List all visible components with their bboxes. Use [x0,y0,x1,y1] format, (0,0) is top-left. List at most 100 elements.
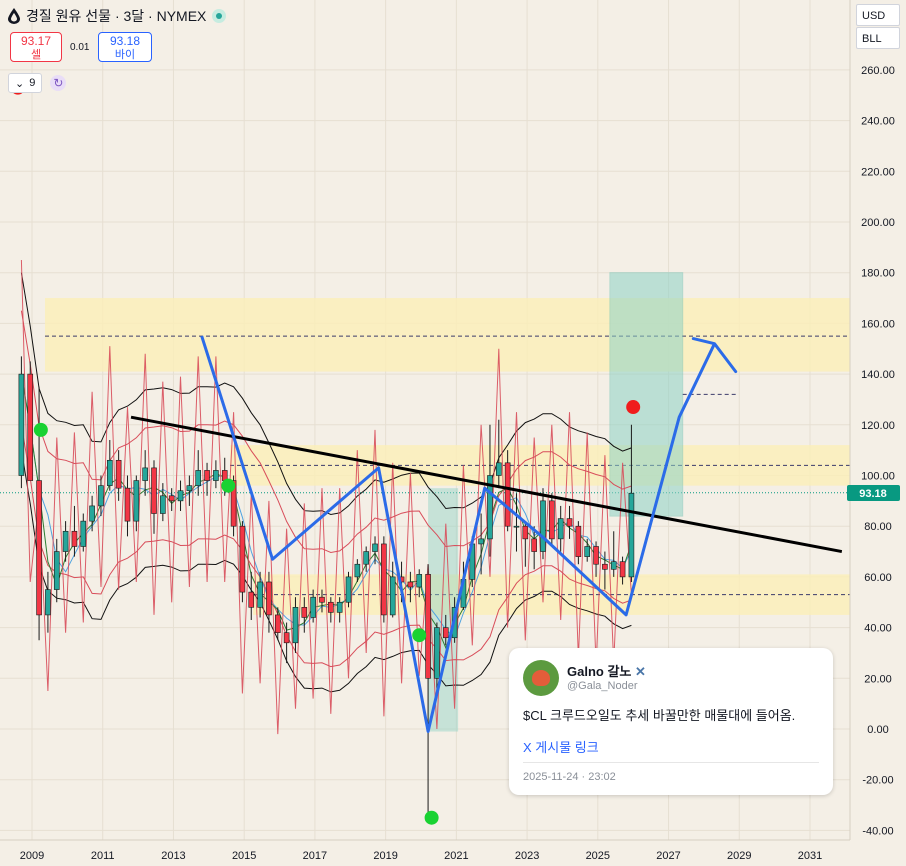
buy-signal-marker [424,810,439,825]
time-tick-label: 2021 [444,850,468,862]
candle-body [151,467,157,514]
candle-body [549,500,555,540]
tweet-card[interactable]: Galno 갈노 ✕ @Gala_Noder $CL 크루드오일도 추세 바꿀만… [509,648,833,795]
price-tick-label: 100.00 [861,471,895,483]
tweet-handle: @Gala_Noder [567,680,638,692]
tweet-text: $CL 크루드오일도 추세 바꿀만한 매물대에 들어옴. [523,708,796,723]
buy-label: 바이 [114,49,136,61]
chevron-down-icon: ⌄ [15,77,25,90]
candle-body [310,596,316,618]
candle-body [283,632,290,644]
buy-signal-marker [412,628,427,643]
chart-header: 경질 원유 선물 · 3달 · NYMEX [8,6,227,26]
candle-body [36,480,42,616]
time-tick-label: 2025 [586,850,610,862]
price-tick-label: 40.00 [864,623,892,635]
price-tick-label: 0.00 [867,724,888,736]
currency-selector[interactable]: USD [856,4,900,26]
candle-body [301,607,308,618]
candle-body [495,462,502,476]
candle-body [487,475,493,540]
candle-body [557,518,564,540]
candle-body [566,518,573,527]
market-open-icon [212,9,227,23]
candle-body [133,480,140,522]
arrow-head[interactable] [691,337,738,374]
candle-body [89,505,95,522]
pattern-path[interactable] [200,335,716,733]
candle-body [593,546,599,565]
indicator-count: 9 [29,77,36,89]
tweet-date: 2025-11-24 · 23:02 [523,771,616,783]
sell-label: 셀 [30,49,42,61]
envelope-upper-line [20,310,632,554]
oscillating-envelope-line [20,259,632,735]
symbol-title[interactable]: 경질 원유 선물 · 3달 · NYMEX [26,8,207,24]
price-tick-label: 260.00 [861,65,895,77]
candle-body [363,551,369,565]
time-tick-label: 2027 [656,850,680,862]
candle-body [98,485,104,507]
candle-body [319,596,325,603]
buy-button[interactable]: 93.18 바이 [98,32,152,62]
candle-body [257,581,263,608]
candle-body [434,627,440,679]
candles [18,356,635,823]
price-axis[interactable]: 260.00 240.00 220.00 200.00 180.00 160.00 140.… [849,0,895,840]
price-tick-label: 160.00 [861,318,895,330]
time-tick-label: 2029 [727,850,751,862]
sync-icon[interactable]: ↻ [50,75,67,91]
time-tick-label: 2031 [798,850,822,862]
price-tick-label: 180.00 [861,268,895,280]
time-tick-label: 2011 [91,850,115,862]
time-tick-label: 2009 [20,850,44,862]
candle-body [248,591,255,608]
supply-zone [45,298,850,372]
time-axis[interactable]: 2009 2011 2013 2015 2017 2019 2021 2023 2025 2027… [0,839,850,862]
buy-signal-marker [221,478,236,493]
candle-body [45,589,51,616]
candle-body [274,614,281,633]
lower-band-line [20,450,632,693]
candle-body [266,581,272,616]
candle-body [513,525,520,528]
candle-body [186,485,193,492]
trendline[interactable] [130,415,843,554]
price-tick-label: -40.00 [862,825,893,837]
price-tick-label: -20.00 [862,775,893,787]
sell-price: 93.17 [20,34,52,48]
signal-markers [10,80,641,825]
candle-body [381,543,387,616]
candle-body [160,495,166,514]
candle-body [336,601,343,613]
buy-price: 93.18 [109,34,141,48]
candle-body [71,530,78,547]
candle-body [124,487,131,522]
target-box [609,272,684,517]
oil-drop-icon [8,8,20,24]
avatar [523,660,559,696]
candle-body [62,530,69,552]
unit-selector[interactable]: BLL [856,27,900,49]
candle-body [328,601,334,613]
candle-body [142,467,148,481]
tweet-link[interactable]: X 게시물 링크 [523,740,599,755]
drawings[interactable] [130,335,843,733]
candle-body [292,607,299,644]
candle-body [230,480,237,527]
candle-body [177,490,184,502]
indicators-toggle-button[interactable]: ⌄ 9 [8,73,43,93]
price-tick-label: 220.00 [861,166,895,178]
candle-body [522,525,529,540]
candle-body [80,520,87,547]
candle-body [372,543,378,552]
candle-body [53,551,60,590]
candle-body [195,470,202,486]
sell-button[interactable]: 93.17 셀 [10,32,62,62]
time-tick-label: 2023 [515,850,539,862]
tweet-author-name-text: Galno 갈노 [567,664,632,679]
time-tick-label: 2013 [161,850,185,862]
spread-value: 0.01 [70,42,90,53]
candle-body [345,576,352,603]
